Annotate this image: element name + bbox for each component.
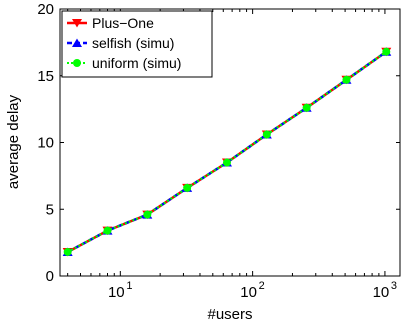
legend-marker-plus-one <box>72 19 82 28</box>
x-tick-label: 10 <box>108 284 125 301</box>
x-tick-label: 10 <box>373 284 390 301</box>
legend-label-selfish-simu: selfish (simu) <box>92 35 174 51</box>
legend-marker-selfish-simu <box>72 38 82 47</box>
y-tick-label: 5 <box>46 201 54 218</box>
data-point-uniform-simu <box>63 247 72 256</box>
data-point-uniform-simu <box>183 183 192 192</box>
x-tick-exponent: 2 <box>259 280 265 292</box>
y-tick-label: 20 <box>37 1 54 18</box>
data-point-uniform-simu <box>382 47 391 56</box>
data-point-uniform-simu <box>103 226 112 235</box>
legend-label-plus-one: Plus−One <box>92 15 154 31</box>
series-line-uniform-simu <box>67 50 387 253</box>
x-tick-exponent: 3 <box>391 280 397 292</box>
y-tick-label: 10 <box>37 135 54 152</box>
legend: Plus−One selfish (simu) uniform (simu) <box>61 10 213 78</box>
data-point-uniform-simu <box>143 210 152 219</box>
data-point-uniform-simu <box>222 158 231 167</box>
legend-label-uniform-simu: uniform (simu) <box>92 55 181 71</box>
y-axis-title: average delay <box>5 94 22 189</box>
legend-marker-uniform-simu <box>73 59 81 67</box>
data-point-uniform-simu <box>342 75 351 84</box>
y-tick-label: 0 <box>46 268 54 285</box>
y-tick-label: 15 <box>37 68 54 85</box>
data-point-uniform-simu <box>302 103 311 112</box>
x-tick-exponent: 1 <box>126 280 132 292</box>
x-tick-label: 10 <box>240 284 257 301</box>
x-axis-title: #users <box>207 306 252 323</box>
data-point-uniform-simu <box>262 130 271 139</box>
